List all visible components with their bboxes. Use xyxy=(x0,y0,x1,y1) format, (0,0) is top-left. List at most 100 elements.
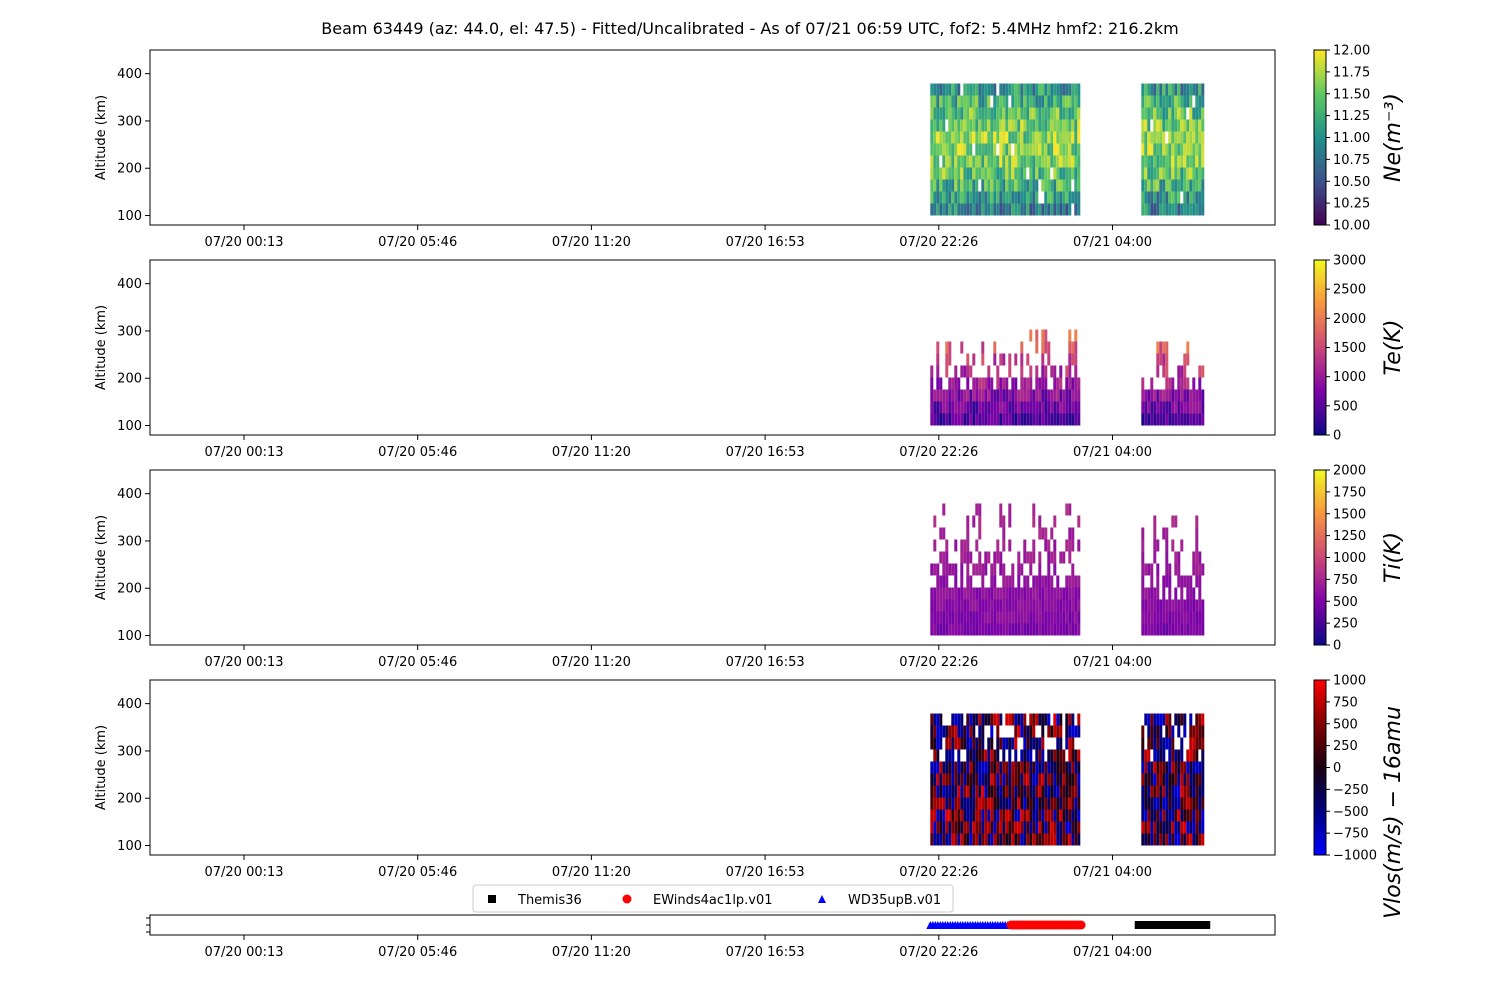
colorbar-tick-label: 0 xyxy=(1333,761,1341,776)
heatmap-cell xyxy=(1156,785,1160,798)
heatmap-cell xyxy=(1062,401,1066,414)
heatmap-cell xyxy=(1150,599,1154,612)
heatmap-cell xyxy=(1177,143,1181,156)
heatmap-cell xyxy=(1047,773,1051,786)
heatmap-cell xyxy=(1041,353,1045,366)
heatmap-cell xyxy=(1029,773,1033,786)
heatmap-cell xyxy=(1020,353,1024,366)
heatmap-cell xyxy=(984,191,988,204)
heatmap-cell xyxy=(1053,749,1057,762)
heatmap-cell xyxy=(1047,191,1051,204)
heatmap-cell xyxy=(987,155,991,168)
heatmap-cell xyxy=(1029,329,1033,342)
heatmap-cell xyxy=(1144,749,1148,762)
heatmap-cell xyxy=(1141,821,1145,834)
heatmap-cell xyxy=(936,809,940,822)
heatmap-cell xyxy=(1177,365,1181,378)
data-block xyxy=(930,83,1081,216)
heatmap-cell xyxy=(1026,401,1030,414)
heatmap-cell xyxy=(1002,623,1006,636)
heatmap-cell xyxy=(1147,587,1151,600)
heatmap-cell xyxy=(972,833,976,846)
heatmap-cell xyxy=(1174,773,1178,786)
heatmap-cell xyxy=(966,563,970,576)
heatmap-cell xyxy=(1147,131,1151,144)
heatmap-cell xyxy=(1032,737,1036,750)
heatmap-cell xyxy=(1041,599,1045,612)
heatmap-cell xyxy=(1044,401,1048,414)
heatmap-cell xyxy=(930,107,934,120)
heatmap-cell xyxy=(1177,575,1181,588)
heatmap-cell xyxy=(1038,563,1042,576)
heatmap-cell xyxy=(981,179,985,192)
heatmap-cell xyxy=(933,401,937,414)
heatmap-cell xyxy=(1047,83,1051,96)
heatmap-cell xyxy=(1044,389,1048,402)
heatmap-cell xyxy=(1074,119,1078,132)
heatmap-cell xyxy=(1071,587,1075,600)
x-tick-label: 07/20 22:26 xyxy=(899,945,978,960)
heatmap-cell xyxy=(975,611,979,624)
heatmap-cell xyxy=(981,353,985,366)
heatmap-cell xyxy=(1026,179,1030,192)
heatmap-cell xyxy=(969,797,973,810)
heatmap-cell xyxy=(1159,611,1163,624)
heatmap-cell xyxy=(1171,95,1175,108)
heatmap-cell xyxy=(1008,737,1012,750)
heatmap-cell xyxy=(1008,107,1012,120)
heatmap-cell xyxy=(1077,143,1081,156)
x-tick-label: 07/21 04:00 xyxy=(1073,655,1152,670)
heatmap-cell xyxy=(1174,83,1178,96)
heatmap-cell xyxy=(1183,377,1187,390)
heatmap-cell xyxy=(1011,737,1015,750)
heatmap-cell xyxy=(951,749,955,762)
heatmap-cell xyxy=(1192,749,1196,762)
heatmap-cell xyxy=(1047,587,1051,600)
heatmap-cell xyxy=(981,737,985,750)
heatmap-cell xyxy=(999,599,1003,612)
heatmap-cell xyxy=(978,761,982,774)
heatmap-cell xyxy=(936,155,940,168)
heatmap-cell xyxy=(951,737,955,750)
heatmap-cell xyxy=(1050,155,1054,168)
heatmap-cell xyxy=(1198,155,1202,168)
heatmap-cell xyxy=(1038,833,1042,846)
heatmap-cell xyxy=(1153,761,1157,774)
heatmap-cell xyxy=(951,413,955,426)
heatmap-cell xyxy=(1153,749,1157,762)
heatmap-cell xyxy=(1056,191,1060,204)
heatmap-cell xyxy=(1020,377,1024,390)
heatmap-cell xyxy=(1077,833,1081,846)
heatmap-cell xyxy=(981,797,985,810)
heatmap-cell xyxy=(1020,155,1024,168)
heatmap-cell xyxy=(1020,107,1024,120)
heatmap-cell xyxy=(945,563,949,576)
heatmap-cell xyxy=(1038,143,1042,156)
heatmap-cell xyxy=(1035,749,1039,762)
heatmap-cell xyxy=(1068,611,1072,624)
heatmap-cell xyxy=(1165,401,1169,414)
heatmap-cell xyxy=(1186,587,1190,600)
heatmap-cell xyxy=(1165,797,1169,810)
heatmap-cell xyxy=(1156,401,1160,414)
heatmap-cell xyxy=(1156,83,1160,96)
heatmap-cell xyxy=(1201,809,1205,822)
x-tick-label: 07/20 16:53 xyxy=(726,445,805,460)
heatmap-cell xyxy=(1153,833,1157,846)
heatmap-cell xyxy=(1162,821,1166,834)
heatmap-cell xyxy=(1192,131,1196,144)
x-tick-label: 07/20 22:26 xyxy=(899,655,978,670)
heatmap-cell xyxy=(1198,599,1202,612)
heatmap-cell xyxy=(1011,623,1015,636)
heatmap-cell xyxy=(1026,785,1030,798)
heatmap-cell xyxy=(975,401,979,414)
heatmap-cell xyxy=(1008,713,1012,726)
heatmap-cell xyxy=(1038,809,1042,822)
heatmap-cell xyxy=(1189,401,1193,414)
heatmap-cell xyxy=(1041,785,1045,798)
heatmap-cell xyxy=(1050,833,1054,846)
heatmap-cell xyxy=(942,599,946,612)
heatmap-cell xyxy=(939,785,943,798)
heatmap-cell xyxy=(975,83,979,96)
